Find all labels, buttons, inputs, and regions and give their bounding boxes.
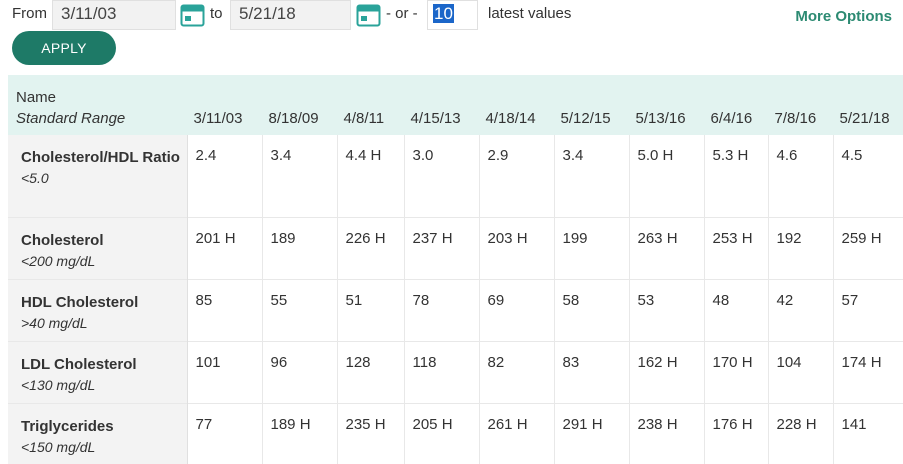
name-column-header: Name Standard Range: [8, 75, 187, 135]
result-value-cell: 189: [262, 217, 338, 279]
component-name: Cholesterol: [21, 231, 104, 249]
component-name-cell: LDL Cholesterol <130 mg/dL: [8, 341, 188, 403]
result-value-cell: 53: [629, 279, 705, 341]
result-value-cell: 170 H: [704, 341, 769, 403]
result-value-cell: 205 H: [404, 403, 480, 464]
standard-range: <130 mg/dL: [21, 376, 96, 393]
standard-range-header-label: Standard Range: [16, 110, 126, 127]
from-date-input[interactable]: 3/11/03: [52, 0, 176, 30]
result-value-cell: 141: [833, 403, 903, 464]
component-name: Cholesterol/HDL Ratio: [21, 149, 180, 166]
table-header-row: Name Standard Range 3/11/03 8/18/09 4/8/11…: [8, 75, 903, 135]
result-value-cell: 83: [554, 341, 630, 403]
table-row: HDL Cholesterol >40 mg/dL 85 55 51 78 69 58 53 48…: [8, 279, 903, 341]
result-value-cell: 82: [479, 341, 555, 403]
result-value-cell: 118: [404, 341, 480, 403]
component-name-cell: HDL Cholesterol >40 mg/dL: [8, 279, 188, 341]
component-name-cell: Cholesterol <200 mg/dL: [8, 217, 188, 279]
latest-count-value: 10: [433, 4, 454, 23]
result-value-cell: 2.9: [479, 135, 555, 217]
result-value-cell: 55: [262, 279, 338, 341]
latest-count-input[interactable]: 10: [427, 0, 478, 30]
result-value-cell: 253 H: [704, 217, 769, 279]
result-value-cell: 128: [337, 341, 405, 403]
result-value-cell: 4.6: [768, 135, 834, 217]
result-value-cell: 96: [262, 341, 338, 403]
result-value-cell: 291 H: [554, 403, 630, 464]
or-label: - or -: [386, 5, 418, 22]
calendar-icon[interactable]: [356, 2, 381, 27]
component-name: HDL Cholesterol: [21, 293, 139, 311]
result-value-cell: 5.3 H: [704, 135, 769, 217]
table-row: Cholesterol/HDL Ratio <5.0 2.4 3.4 4.4 H 3.0 2…: [8, 135, 903, 217]
date-column-header: 5/12/15: [560, 110, 611, 127]
to-label: to: [210, 5, 223, 22]
date-column-header: 8/18/09: [268, 110, 319, 127]
component-name-cell: Cholesterol/HDL Ratio <5.0: [8, 135, 188, 217]
table-row: LDL Cholesterol <130 mg/dL 101 96 128 118 82 83…: [8, 341, 903, 403]
result-value-cell: 263 H: [629, 217, 705, 279]
component-name-cell: Triglycerides <150 mg/dL: [8, 403, 188, 464]
standard-range: >40 mg/dL: [21, 314, 88, 331]
result-value-cell: 228 H: [768, 403, 834, 464]
apply-button[interactable]: APPLY: [12, 31, 116, 65]
more-options-link[interactable]: More Options: [795, 8, 892, 25]
result-value-cell: 48: [704, 279, 769, 341]
results-table: Name Standard Range 3/11/03 8/18/09 4/8/11…: [8, 75, 903, 464]
name-header-label: Name: [16, 89, 57, 106]
result-value-cell: 5.0 H: [629, 135, 705, 217]
result-value-cell: 189 H: [262, 403, 338, 464]
result-value-cell: 174 H: [833, 341, 903, 403]
result-value-cell: 4.5: [833, 135, 903, 217]
result-value-cell: 192: [768, 217, 834, 279]
component-name: Triglycerides: [21, 417, 114, 435]
date-column-header: 4/18/14: [485, 110, 536, 127]
result-value-cell: 201 H: [187, 217, 263, 279]
result-value-cell: 58: [554, 279, 630, 341]
date-column-header: 5/21/18: [839, 110, 890, 127]
date-column-header: 3/11/03: [193, 110, 243, 127]
result-value-cell: 237 H: [404, 217, 480, 279]
date-column-header: 7/8/16: [774, 110, 817, 127]
result-value-cell: 199: [554, 217, 630, 279]
result-value-cell: 238 H: [629, 403, 705, 464]
result-value-cell: 2.4: [187, 135, 263, 217]
result-value-cell: 4.4 H: [337, 135, 405, 217]
result-value-cell: 176 H: [704, 403, 769, 464]
result-value-cell: 3.4: [262, 135, 338, 217]
standard-range: <5.0: [21, 170, 49, 186]
table-row: Triglycerides <150 mg/dL 77 189 H 235 H 205 H…: [8, 403, 903, 464]
result-value-cell: 57: [833, 279, 903, 341]
date-column-header: 5/13/16: [635, 110, 686, 127]
result-value-cell: 85: [187, 279, 263, 341]
result-value-cell: 42: [768, 279, 834, 341]
result-value-cell: 104: [768, 341, 834, 403]
result-value-cell: 261 H: [479, 403, 555, 464]
result-value-cell: 101: [187, 341, 263, 403]
from-label: From: [12, 5, 47, 22]
result-value-cell: 69: [479, 279, 555, 341]
latest-values-label: latest values: [488, 5, 572, 22]
result-value-cell: 226 H: [337, 217, 405, 279]
result-value-cell: 77: [187, 403, 263, 464]
date-column-header: 6/4/16: [710, 110, 753, 127]
date-column-header: 4/15/13: [410, 110, 461, 127]
result-value-cell: 3.4: [554, 135, 630, 217]
date-column-header: 4/8/11: [343, 110, 385, 127]
result-value-cell: 162 H: [629, 341, 705, 403]
standard-range: <200 mg/dL: [21, 252, 96, 269]
result-value-cell: 235 H: [337, 403, 405, 464]
component-name: LDL Cholesterol: [21, 355, 137, 373]
calendar-icon[interactable]: [180, 2, 205, 27]
result-value-cell: 78: [404, 279, 480, 341]
standard-range: <150 mg/dL: [21, 438, 96, 455]
date-filter-bar: From 3/11/03 to 5/21/18 - or - 10 latest…: [0, 0, 903, 32]
to-date-input[interactable]: 5/21/18: [230, 0, 351, 30]
result-value-cell: 3.0: [404, 135, 480, 217]
result-value-cell: 259 H: [833, 217, 903, 279]
result-value-cell: 51: [337, 279, 405, 341]
result-value-cell: 203 H: [479, 217, 555, 279]
